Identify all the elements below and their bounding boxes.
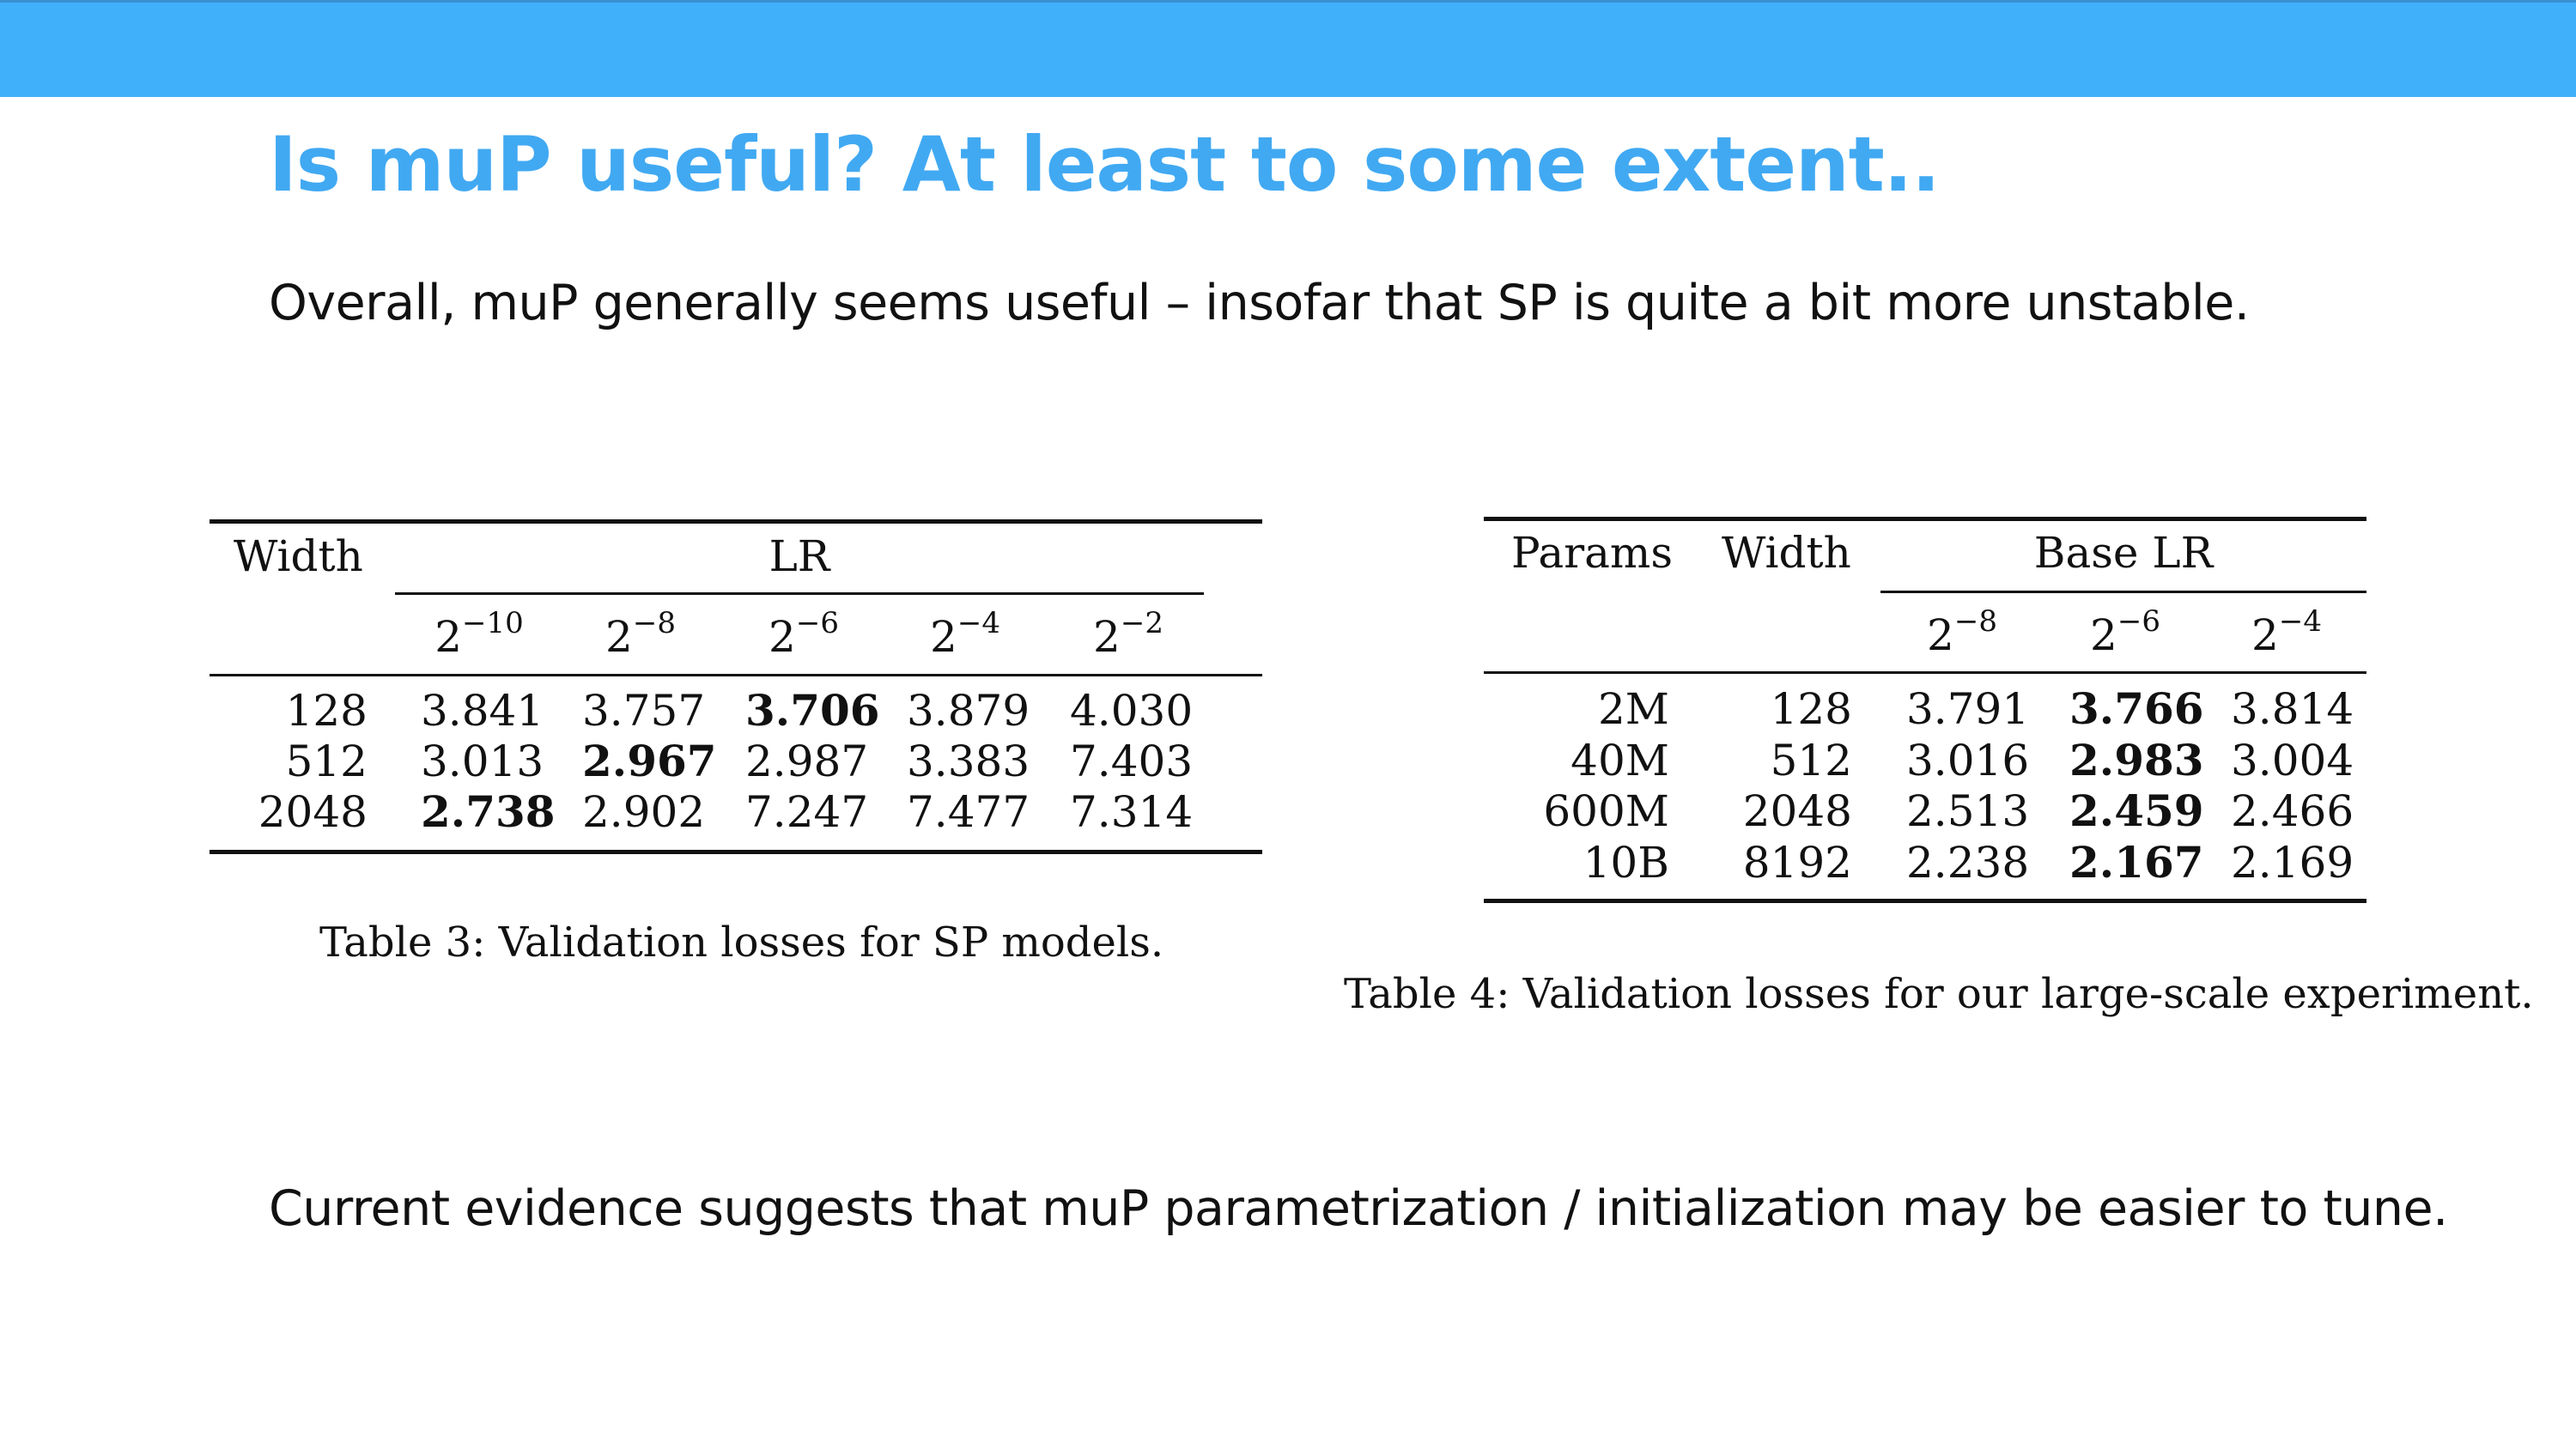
table-header-base-lr: Base LR xyxy=(2033,528,2214,578)
table-mid-rule xyxy=(1484,671,2366,674)
table-bottom-rule xyxy=(1484,899,2366,903)
loss-value: 3.013 xyxy=(421,737,544,786)
loss-value: 3.879 xyxy=(907,686,1030,736)
row-width-value: 512 xyxy=(1770,736,1852,785)
row-width-value: 2048 xyxy=(258,787,368,837)
table-mid-rule xyxy=(210,674,1262,676)
table-bottom-rule xyxy=(210,850,1262,854)
loss-value: 2.987 xyxy=(745,737,869,786)
table-header-subrule xyxy=(1880,591,2366,593)
lr-column-header: 2−2 xyxy=(1093,606,1163,662)
table3-caption: Table 3: Validation losses for SP models… xyxy=(319,919,1164,967)
loss-value: 3.383 xyxy=(907,737,1030,786)
table-top-rule xyxy=(210,519,1262,524)
lr-column-header: 2−6 xyxy=(769,606,839,662)
table-top-rule xyxy=(1484,517,2366,521)
loss-value: 3.841 xyxy=(421,686,544,736)
lr-column-header: 2−4 xyxy=(930,606,1000,662)
loss-value: 2.967 xyxy=(582,736,717,786)
row-params-value: 40M xyxy=(1571,736,1669,785)
top-banner xyxy=(0,0,2576,97)
loss-value: 2.466 xyxy=(2231,786,2354,836)
loss-value: 7.247 xyxy=(745,787,869,837)
loss-value: 2.983 xyxy=(2069,735,2204,785)
intro-text: Overall, muP generally seems useful – in… xyxy=(269,275,2250,331)
row-width-value: 512 xyxy=(285,737,368,786)
loss-value: 3.706 xyxy=(745,685,880,736)
loss-value: 2.169 xyxy=(2231,838,2354,888)
loss-value: 2.459 xyxy=(2069,785,2204,836)
loss-value: 2.513 xyxy=(1906,786,2030,836)
lr-column-header: 2−8 xyxy=(605,606,676,662)
lr-column-header: 2−4 xyxy=(2251,604,2322,660)
table-header-width: Width xyxy=(234,531,363,581)
table-header-subrule xyxy=(395,592,1204,595)
row-width-value: 128 xyxy=(1770,684,1852,734)
loss-value: 3.766 xyxy=(2069,683,2204,734)
table-header-width: Width xyxy=(1722,528,1851,578)
lr-column-header: 2−10 xyxy=(434,606,524,662)
loss-value: 7.403 xyxy=(1070,737,1194,786)
row-width-value: 8192 xyxy=(1742,838,1852,888)
loss-value: 2.902 xyxy=(582,787,706,837)
lr-column-header: 2−6 xyxy=(2090,604,2160,660)
loss-value: 2.738 xyxy=(421,786,556,837)
loss-value: 3.757 xyxy=(582,686,706,736)
row-width-value: 128 xyxy=(285,686,368,736)
row-width-value: 2048 xyxy=(1742,786,1852,836)
loss-value: 3.814 xyxy=(2231,684,2354,734)
loss-value: 3.791 xyxy=(1906,684,2030,734)
row-params-value: 10B xyxy=(1583,838,1669,888)
conclusion-text: Current evidence suggests that muP param… xyxy=(269,1180,2448,1237)
loss-value: 2.238 xyxy=(1906,838,2030,888)
table4-caption: Table 4: Validation losses for our large… xyxy=(1344,970,2534,1018)
loss-value: 7.314 xyxy=(1070,787,1194,837)
slide-title: Is muP useful? At least to some extent.. xyxy=(269,120,1941,209)
loss-value: 3.016 xyxy=(1906,736,2030,785)
table-header-params: Params xyxy=(1511,528,1673,578)
lr-column-header: 2−8 xyxy=(1927,604,1997,660)
row-params-value: 2M xyxy=(1597,684,1669,734)
loss-value: 4.030 xyxy=(1070,686,1194,736)
table-header-lr: LR xyxy=(769,531,830,581)
loss-value: 7.477 xyxy=(907,787,1030,837)
row-params-value: 600M xyxy=(1543,786,1669,836)
loss-value: 2.167 xyxy=(2069,837,2204,888)
loss-value: 3.004 xyxy=(2231,736,2354,785)
